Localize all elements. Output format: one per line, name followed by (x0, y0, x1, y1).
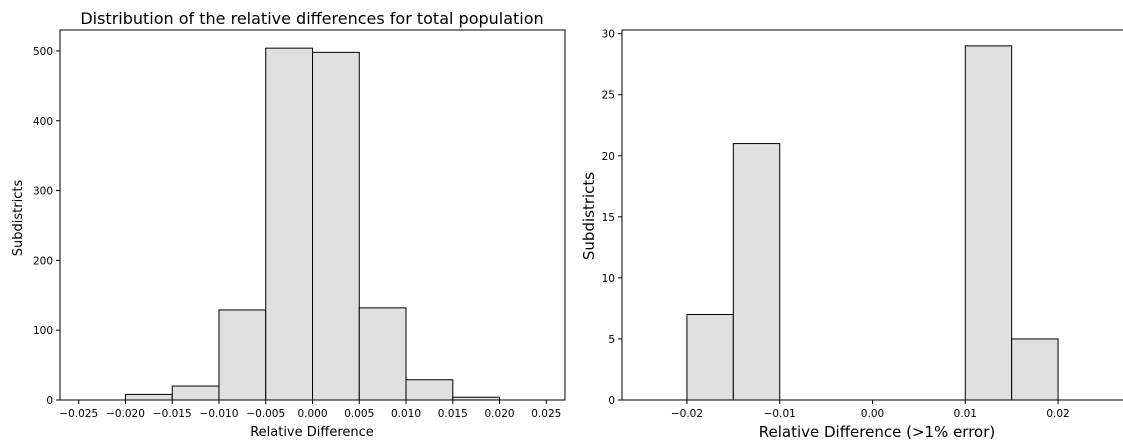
y-tick-label: 15 (602, 212, 615, 224)
x-tick-label: −0.015 (153, 408, 192, 420)
x-tick-label: −0.02 (671, 408, 703, 420)
axes-frame (621, 29, 1123, 401)
y-tick-label: 500 (33, 46, 53, 58)
y-axis-label: Subdistricts (11, 180, 26, 257)
y-tick-label: 30 (602, 29, 615, 41)
x-tick-label: 0.00 (861, 408, 884, 420)
x-tick-label: −0.020 (106, 408, 145, 420)
histogram-bar (265, 47, 314, 401)
x-tick-label: 0.02 (1046, 408, 1069, 420)
x-axis-label: Relative Difference (250, 425, 374, 440)
x-tick-label: 0.010 (391, 408, 421, 420)
histogram-bar (686, 314, 734, 401)
x-tick-label: −0.025 (59, 408, 98, 420)
histogram-total-population: Distribution of the relative differences… (11, 9, 566, 440)
histogram-bar (124, 393, 173, 401)
histogram-bar (218, 309, 267, 401)
axes-border (621, 29, 1123, 401)
axes-border (59, 29, 566, 401)
chart-title: Distribution of the relative differences… (80, 9, 543, 28)
x-tick-label: 0.025 (531, 408, 561, 420)
y-tick-label: 20 (602, 151, 615, 163)
x-tick-label: −0.010 (200, 408, 239, 420)
x-tick-label: −0.01 (764, 408, 796, 420)
histogram-bar (1011, 338, 1059, 401)
ticks: −0.02 −0.01 0.00 0.01 0.02 0 5 10 15 20 25 30 (602, 29, 1070, 420)
histogram-bar (732, 143, 781, 401)
y-tick-label: 5 (608, 334, 615, 346)
x-tick-label: 0.005 (344, 408, 374, 420)
y-tick-label: 100 (33, 325, 53, 337)
histogram-bar (964, 45, 1013, 401)
x-tick-label: −0.005 (246, 408, 285, 420)
y-tick-label: 25 (602, 90, 615, 102)
x-tick-label: 0.020 (485, 408, 515, 420)
y-tick-label: 300 (33, 186, 53, 198)
axes-frame (59, 29, 566, 401)
x-axis-label: Relative Difference (>1% error) (759, 423, 996, 441)
bars (686, 45, 1059, 401)
y-tick-label: 200 (33, 255, 53, 267)
histogram-large-errors: Subdistricts Relative Difference (>1% er… (580, 29, 1123, 441)
histogram-bar (405, 379, 454, 401)
histogram-bar (171, 385, 220, 401)
x-tick-label: 0.015 (438, 408, 468, 420)
y-tick-label: 0 (46, 395, 53, 407)
ticks: −0.025 −0.020 −0.015 −0.010 −0.005 0.000 0.005… (33, 46, 561, 420)
x-tick-label: 0.01 (954, 408, 977, 420)
histogram-bar (312, 51, 360, 401)
x-tick-label: 0.000 (297, 408, 327, 420)
y-tick-label: 10 (602, 273, 615, 285)
y-tick-label: 400 (33, 116, 53, 128)
y-axis-label: Subdistricts (580, 172, 598, 260)
bars (124, 47, 501, 401)
y-tick-label: 0 (608, 395, 615, 407)
histogram-bar (358, 307, 407, 401)
